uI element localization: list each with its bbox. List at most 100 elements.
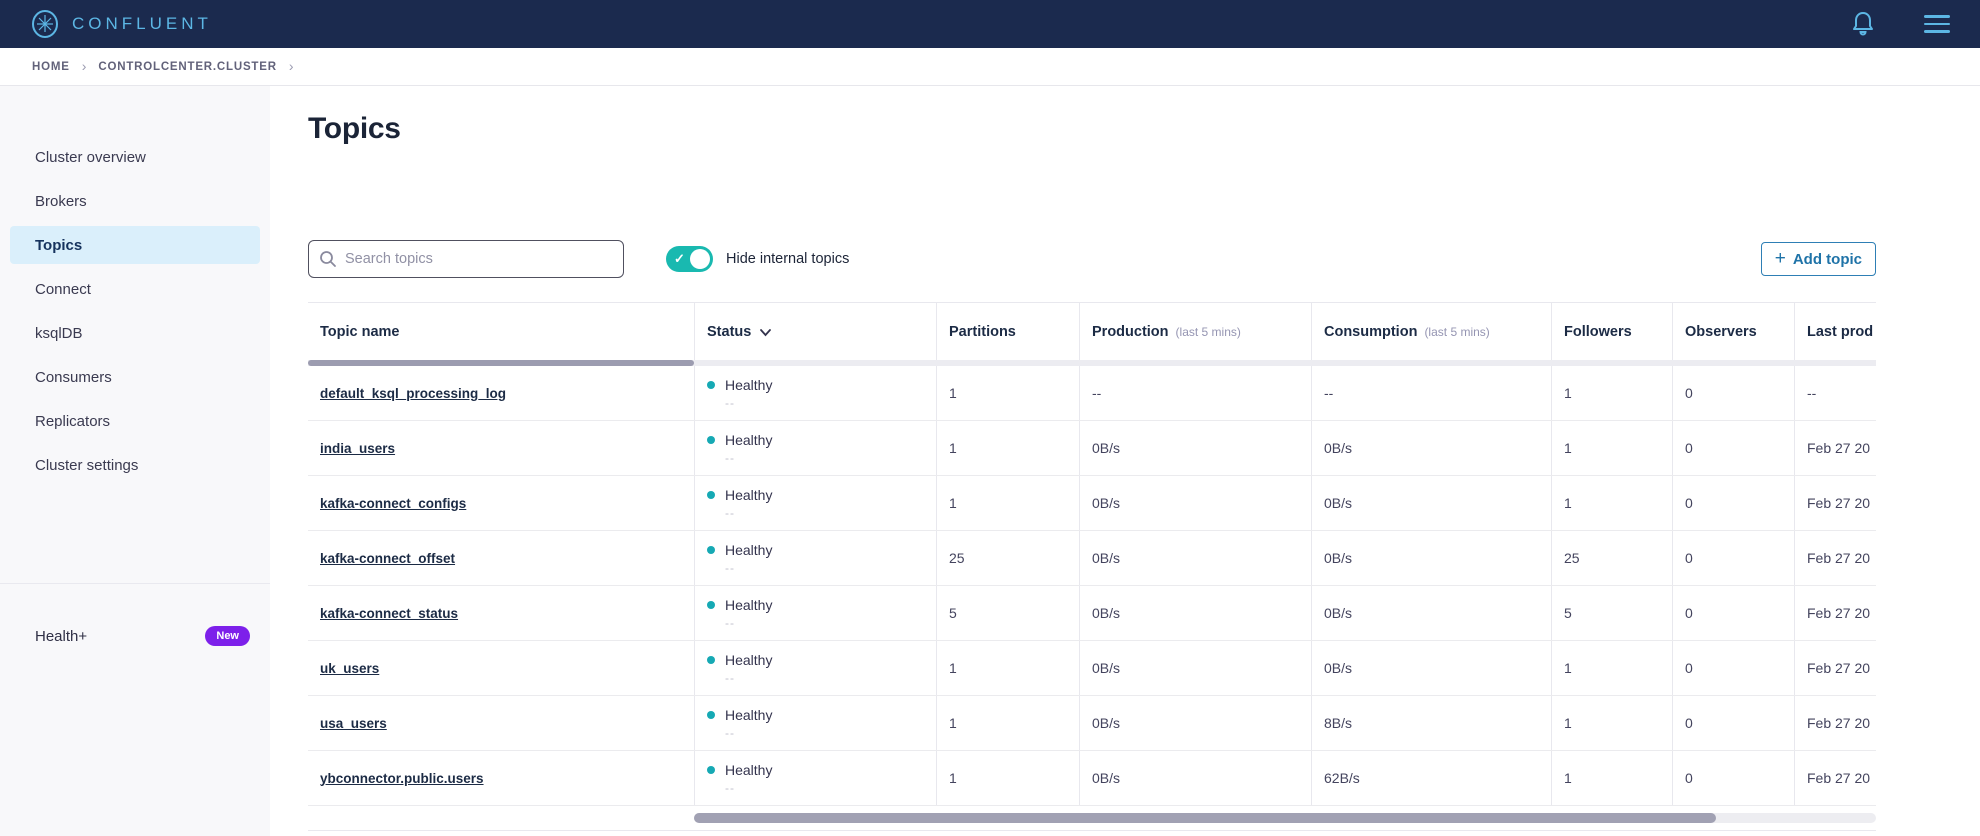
sidebar-item-brokers[interactable]: Brokers [35, 192, 87, 210]
column-header-last-prod: Last prod [1794, 303, 1876, 360]
sidebar-item-connect[interactable]: Connect [35, 280, 91, 298]
confluent-logo[interactable]: CONFLUENT [30, 9, 212, 39]
column-label: Status [707, 323, 752, 340]
production-cell: -- [1079, 366, 1311, 420]
table-bottom-border [308, 830, 1876, 831]
status-cell: Healthy -- [694, 366, 936, 420]
topic-name-cell: usa_users [308, 696, 694, 750]
production-cell: 0B/s [1079, 751, 1311, 805]
search-topics-box[interactable] [308, 240, 624, 278]
pinned-column-scrollbar [308, 360, 1876, 366]
last-produced-cell: Feb 27 20 [1794, 751, 1876, 805]
observers-cell: 0 [1672, 366, 1794, 420]
status-subtext: -- [725, 725, 735, 740]
scrollbar-thumb[interactable] [694, 813, 1716, 823]
topic-link[interactable]: default_ksql_processing_log [320, 385, 507, 401]
chevron-right-icon: › [288, 57, 294, 74]
breadcrumb: HOME › CONTROLCENTER.CLUSTER › [0, 48, 1980, 86]
production-cell: 0B/s [1079, 531, 1311, 585]
status-subtext: -- [725, 450, 735, 465]
status-text: Healthy [725, 706, 773, 723]
topic-name-cell: kafka-connect_configs [308, 476, 694, 530]
observers-cell: 0 [1672, 751, 1794, 805]
sidebar-item-cluster-settings[interactable]: Cluster settings [35, 456, 139, 474]
column-label: Last prod [1807, 323, 1874, 340]
healthy-status-dot-icon [707, 490, 715, 499]
last-produced-cell: -- [1794, 366, 1876, 420]
table-row: kafka-connect_offset Healthy -- 25 0B/s 0B/s 2… [308, 531, 1876, 586]
search-icon [320, 251, 336, 267]
healthy-status-dot-icon [707, 710, 715, 719]
table-row: kafka-connect_status Healthy -- 5 0B/s 0B/s 5 0… [308, 586, 1876, 641]
hide-internal-topics-toggle[interactable]: ✓ [666, 246, 713, 272]
topic-name-cell: uk_users [308, 641, 694, 695]
healthy-status-dot-icon [707, 765, 715, 774]
topic-link[interactable]: kafka-connect_offset [320, 550, 456, 566]
sidebar-item-consumers[interactable]: Consumers [35, 368, 112, 386]
partitions-cell: 5 [936, 586, 1079, 640]
topic-link[interactable]: usa_users [320, 715, 387, 731]
table-row: default_ksql_processing_log Healthy -- 1 -- -… [308, 366, 1876, 421]
last-produced-cell: Feb 27 20 [1794, 641, 1876, 695]
sidebar-item-replicators[interactable]: Replicators [35, 412, 111, 430]
column-header-partitions: Partitions [936, 303, 1079, 360]
consumption-cell: 0B/s [1311, 421, 1551, 475]
column-header-topic-name: Topic name [308, 303, 694, 360]
last-produced-cell: Feb 27 20 [1794, 531, 1876, 585]
breadcrumb-cluster[interactable]: CONTROLCENTER.CLUSTER [98, 60, 277, 73]
column-header-status[interactable]: Status [694, 303, 936, 360]
search-topics-input[interactable] [345, 251, 623, 267]
status-text: Healthy [725, 761, 773, 778]
partitions-cell: 1 [936, 641, 1079, 695]
sidebar-item-health-plus[interactable]: Health+ [35, 627, 88, 645]
column-header-followers: Followers [1551, 303, 1672, 360]
table-row: uk_users Healthy -- 1 0B/s 0B/s 1 0 Feb 27 20 [308, 641, 1876, 696]
partitions-cell: 1 [936, 366, 1079, 420]
status-text: Healthy [725, 431, 773, 448]
followers-cell: 25 [1551, 531, 1672, 585]
healthy-status-dot-icon [707, 380, 715, 389]
status-text: Healthy [725, 651, 773, 668]
status-text: Healthy [725, 486, 773, 503]
menu-icon[interactable] [1924, 15, 1950, 33]
brand-name: CONFLUENT [72, 14, 212, 33]
table-row: usa_users Healthy -- 1 0B/s 8B/s 1 0 Feb 27 20 [308, 696, 1876, 751]
notifications-bell-icon[interactable] [1850, 10, 1876, 38]
topic-link[interactable]: kafka-connect_status [320, 605, 459, 621]
topic-link[interactable]: india_users [320, 440, 396, 456]
partitions-cell: 1 [936, 751, 1079, 805]
breadcrumb-home[interactable]: HOME [32, 60, 70, 73]
sidebar-item-cluster-overview[interactable]: Cluster overview [35, 148, 146, 166]
column-label: Topic name [320, 323, 400, 340]
table-row: ybconnector.public.users Healthy -- 1 0B/s 62… [308, 751, 1876, 806]
last-produced-cell: Feb 27 20 [1794, 421, 1876, 475]
topic-link[interactable]: kafka-connect_configs [320, 495, 467, 511]
sidebar-item-topics[interactable]: Topics [10, 226, 260, 264]
last-produced-cell: Feb 27 20 [1794, 586, 1876, 640]
column-label: Production [1092, 323, 1169, 340]
table-header-row: Topic name Status Partitions Production (las… [308, 302, 1876, 360]
followers-cell: 1 [1551, 751, 1672, 805]
add-topic-button[interactable]: + Add topic [1760, 242, 1876, 276]
observers-cell: 0 [1672, 531, 1794, 585]
partitions-cell: 1 [936, 696, 1079, 750]
status-cell: Healthy -- [694, 751, 936, 805]
topic-link[interactable]: uk_users [320, 660, 380, 676]
sidebar-item-ksqldb[interactable]: ksqlDB [35, 324, 83, 342]
followers-cell: 1 [1551, 696, 1672, 750]
chevron-right-icon: › [81, 57, 87, 74]
status-cell: Healthy -- [694, 531, 936, 585]
topic-link[interactable]: ybconnector.public.users [320, 770, 484, 786]
observers-cell: 0 [1672, 696, 1794, 750]
column-sublabel: (last 5 mins) [1175, 324, 1241, 339]
page-body: Cluster overview Brokers Topics Connect ksql… [0, 86, 1980, 836]
new-badge: New [205, 626, 250, 646]
toggle-knob [690, 249, 710, 269]
production-cell: 0B/s [1079, 421, 1311, 475]
horizontal-scrollbar [308, 813, 1876, 823]
observers-cell: 0 [1672, 641, 1794, 695]
pinned-scrollbar-thumb[interactable] [308, 360, 694, 366]
confluent-logo-icon [32, 10, 58, 38]
consumption-cell: -- [1311, 366, 1551, 420]
